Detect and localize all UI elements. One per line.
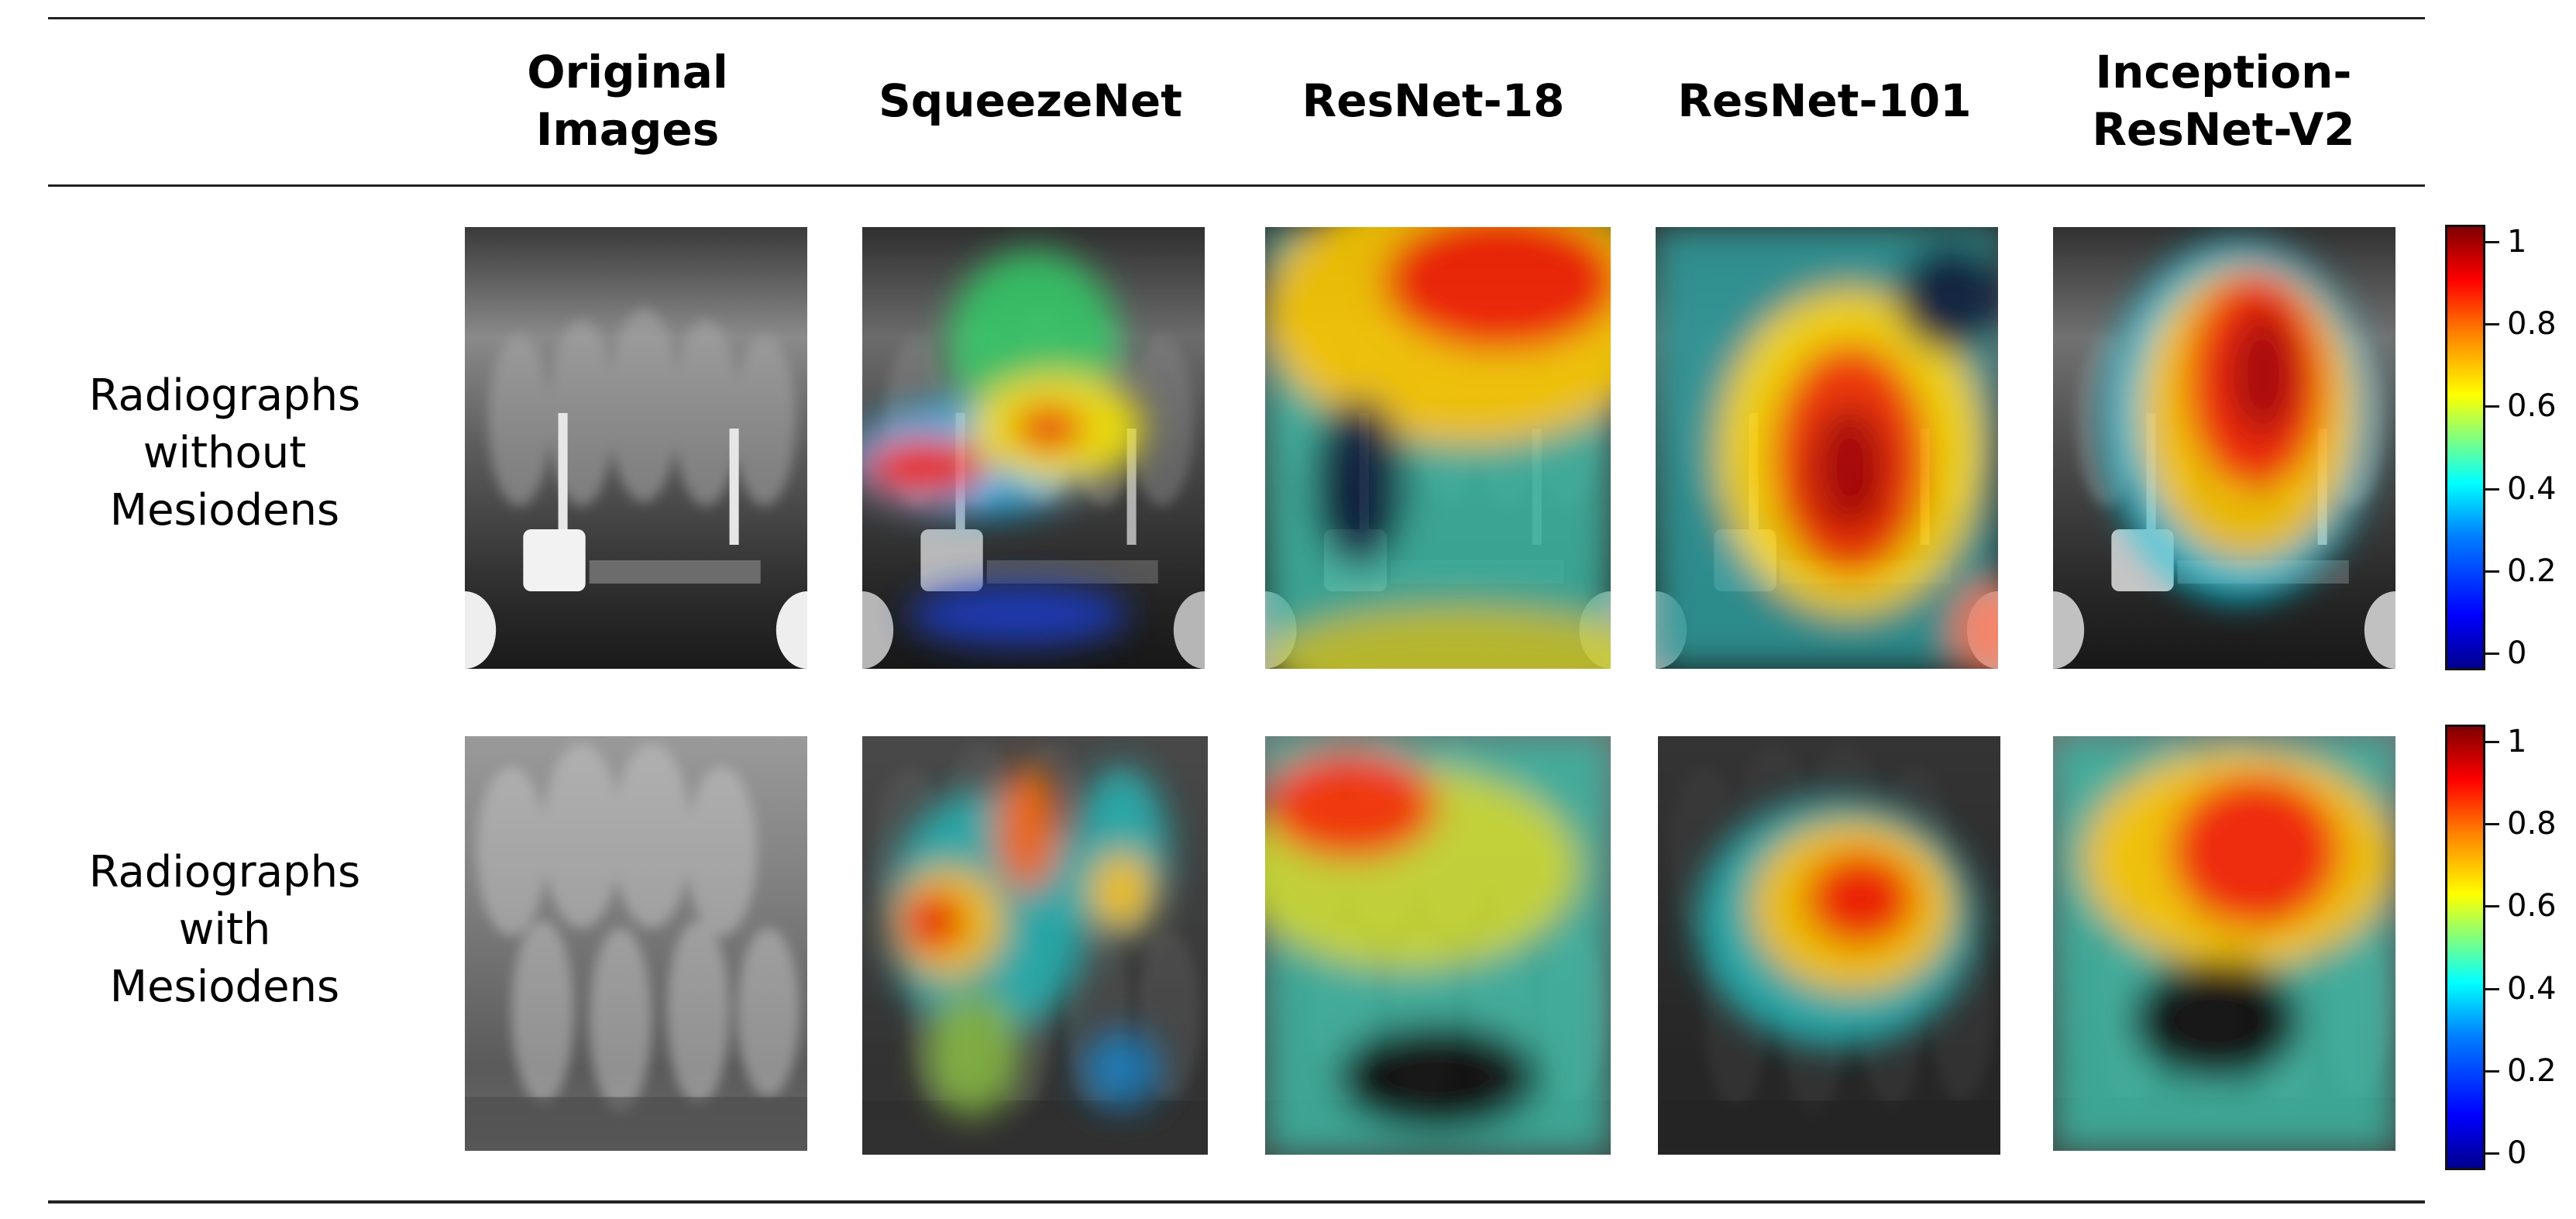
colorbar-row2-tick (2485, 1069, 2499, 1073)
colorbar-row1-tick (2485, 405, 2499, 408)
colorbar-row2 (2445, 725, 2485, 1170)
colorbar-row2-tick-label: 1 (2507, 724, 2527, 759)
colorbar-row2-tick-label: 0.4 (2507, 970, 2557, 1007)
row-label-without-mesiodens: Radiographs without Mesiodens (88, 370, 361, 535)
colorbar-row2-tick (2485, 905, 2499, 908)
heatmap-squeezenet-with-mesiodens (862, 736, 1208, 1155)
colorbar-row2-tick (2485, 741, 2499, 743)
column-header-inception-resnet-v2: Inception- ResNet-V2 (2092, 46, 2355, 156)
colorbar-row1-tick-label: 0.8 (2507, 306, 2557, 343)
colorbar-row2-tick (2485, 987, 2499, 990)
colorbar-row1-tick-label: 0 (2507, 635, 2527, 671)
colorbar-row1-tick-label: 0.4 (2507, 470, 2557, 507)
colorbar-row1 (2445, 225, 2485, 670)
heatmap-resnet101-with-mesiodens (1658, 736, 2000, 1155)
heatmap-resnet101-without-mesiodens (1656, 227, 1998, 669)
column-header-resnet18: ResNet-18 (1302, 74, 1565, 127)
heatmap-resnet18-without-mesiodens (1265, 227, 1611, 669)
column-header-squeezenet: SqueezeNet (879, 74, 1182, 127)
colorbar-row1-tick (2485, 570, 2499, 573)
colorbar-row1-tick (2485, 653, 2499, 655)
image-original-without-mesiodens (465, 227, 807, 669)
colorbar-row1-tick-label: 0.2 (2507, 553, 2557, 589)
colorbar-row2-tick-label: 0.2 (2507, 1052, 2557, 1089)
image-original-with-mesiodens (465, 736, 807, 1151)
colorbar-row2-tick-label: 0.6 (2507, 888, 2557, 925)
heatmap-squeezenet-without-mesiodens (862, 227, 1205, 669)
heatmap-resnet18-with-mesiodens (1265, 736, 1611, 1155)
colorbar-row1-tick-label: 1 (2507, 224, 2527, 260)
colorbar-row1-tick (2485, 487, 2499, 491)
heatmap-inception-resnet-v2-without-mesiodens (2053, 227, 2395, 669)
table-bottom-rule (48, 1200, 2425, 1204)
colorbar-row2-tick-label: 0.8 (2507, 806, 2557, 842)
colorbar-row1-tick (2485, 323, 2499, 326)
colorbar-row2-tick-label: 0 (2507, 1135, 2527, 1171)
colorbar-row1-tick-label: 0.6 (2507, 388, 2557, 425)
colorbar-row2-tick (2485, 823, 2499, 826)
colorbar-row1-tick (2485, 241, 2499, 243)
column-header-original: Original Images (527, 46, 728, 156)
row-label-with-mesiodens: Radiographs with Mesiodens (88, 847, 361, 1012)
heatmap-inception-resnet-v2-with-mesiodens (2053, 736, 2395, 1151)
colorbar-row2-tick (2485, 1152, 2499, 1155)
table-top-rule (48, 17, 2425, 19)
column-header-resnet101: ResNet-101 (1677, 74, 1972, 127)
table-header-rule (48, 184, 2425, 187)
